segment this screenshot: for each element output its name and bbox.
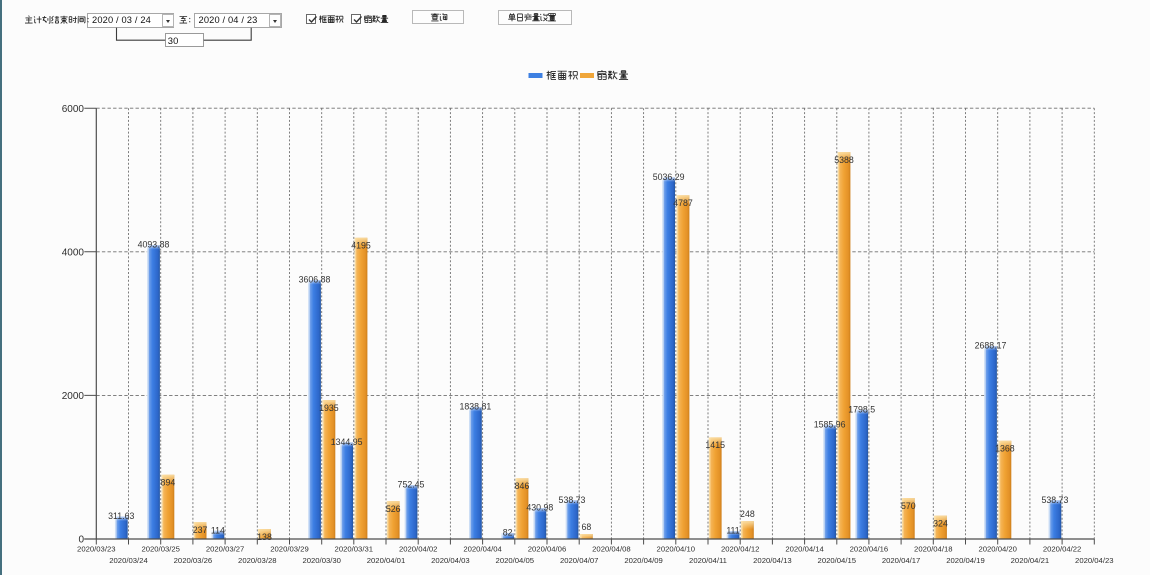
svg-text:2020/03/29: 2020/03/29: [270, 545, 308, 554]
svg-text:1838.81: 1838.81: [459, 402, 491, 412]
svg-text:2020/04/13: 2020/04/13: [753, 556, 791, 565]
svg-text:2020/04/12: 2020/04/12: [721, 545, 759, 554]
svg-text:6000: 6000: [62, 104, 85, 115]
svg-text:752.45: 752.45: [398, 480, 425, 490]
svg-text:538.73: 538.73: [1041, 495, 1068, 505]
svg-text:2020/04/14: 2020/04/14: [785, 545, 824, 554]
svg-text:0: 0: [78, 535, 84, 546]
svg-text:2020/04/21: 2020/04/21: [1011, 556, 1049, 565]
svg-text:2020/04/02: 2020/04/02: [399, 545, 437, 554]
svg-text:2020/04/16: 2020/04/16: [850, 545, 888, 554]
svg-text:311.63: 311.63: [108, 511, 134, 521]
svg-text:2020/03/23: 2020/03/23: [77, 545, 115, 554]
svg-text:526: 526: [386, 504, 401, 514]
svg-text:111: 111: [726, 526, 739, 536]
svg-text:894: 894: [161, 478, 176, 488]
svg-text:2020/04/01: 2020/04/01: [367, 556, 405, 565]
svg-text:4000: 4000: [62, 247, 85, 258]
svg-text:2020/03/27: 2020/03/27: [206, 545, 244, 554]
svg-text:846: 846: [515, 481, 530, 491]
svg-text:2020/03/25: 2020/03/25: [141, 545, 179, 554]
svg-text:2020/04/06: 2020/04/06: [528, 545, 566, 554]
svg-text:2020/04/15: 2020/04/15: [818, 556, 856, 565]
svg-text:2020/03/30: 2020/03/30: [302, 556, 340, 565]
svg-text:2020/03/31: 2020/03/31: [335, 545, 373, 554]
svg-text:430.98: 430.98: [526, 503, 553, 513]
svg-text:2020/04/08: 2020/04/08: [592, 545, 630, 554]
svg-text:2020/04/17: 2020/04/17: [882, 556, 920, 565]
svg-text:2020/04/23: 2020/04/23: [1075, 556, 1113, 565]
svg-text:1344.95: 1344.95: [331, 437, 363, 447]
svg-text:237: 237: [193, 525, 208, 535]
svg-text:538.73: 538.73: [559, 495, 586, 505]
svg-text:1415: 1415: [705, 440, 725, 450]
svg-text:2020/04/19: 2020/04/19: [946, 556, 984, 565]
svg-text:4093.88: 4093.88: [138, 240, 170, 250]
svg-text:2020/04/20: 2020/04/20: [978, 545, 1016, 554]
svg-text:2020/03/24: 2020/03/24: [109, 556, 148, 565]
svg-text:1935: 1935: [319, 403, 339, 413]
svg-text:2688.17: 2688.17: [975, 341, 1007, 351]
svg-text:1798.5: 1798.5: [848, 405, 875, 415]
svg-text:1368: 1368: [995, 444, 1015, 454]
svg-text:2020/04/05: 2020/04/05: [496, 556, 534, 565]
svg-text:324: 324: [933, 519, 948, 529]
svg-text:2020/03/26: 2020/03/26: [174, 556, 212, 565]
svg-text:2020/04/10: 2020/04/10: [657, 545, 695, 554]
svg-text:2020/04/09: 2020/04/09: [624, 556, 662, 565]
svg-text:2020/04/11: 2020/04/11: [689, 556, 727, 565]
svg-text:2020/04/03: 2020/04/03: [431, 556, 469, 565]
svg-text:4195: 4195: [351, 241, 371, 251]
svg-text:1585.96: 1585.96: [814, 420, 846, 430]
svg-text:2000: 2000: [62, 391, 85, 402]
svg-text:114: 114: [211, 525, 225, 535]
svg-text:570: 570: [901, 501, 916, 511]
svg-text:2020/04/04: 2020/04/04: [463, 545, 502, 554]
svg-text:2020/04/07: 2020/04/07: [560, 556, 598, 565]
svg-text:3606.88: 3606.88: [299, 275, 331, 285]
svg-text:5036.29: 5036.29: [653, 172, 685, 182]
svg-text:4787: 4787: [673, 198, 693, 208]
svg-text:2020/03/28: 2020/03/28: [238, 556, 276, 565]
svg-text:138: 138: [257, 532, 272, 542]
svg-text:2020/04/18: 2020/04/18: [914, 545, 952, 554]
svg-text:248: 248: [740, 509, 755, 519]
svg-text:5388: 5388: [834, 155, 854, 165]
svg-text:68: 68: [582, 522, 592, 532]
svg-text:82: 82: [503, 528, 513, 538]
svg-text:2020/04/22: 2020/04/22: [1043, 545, 1081, 554]
